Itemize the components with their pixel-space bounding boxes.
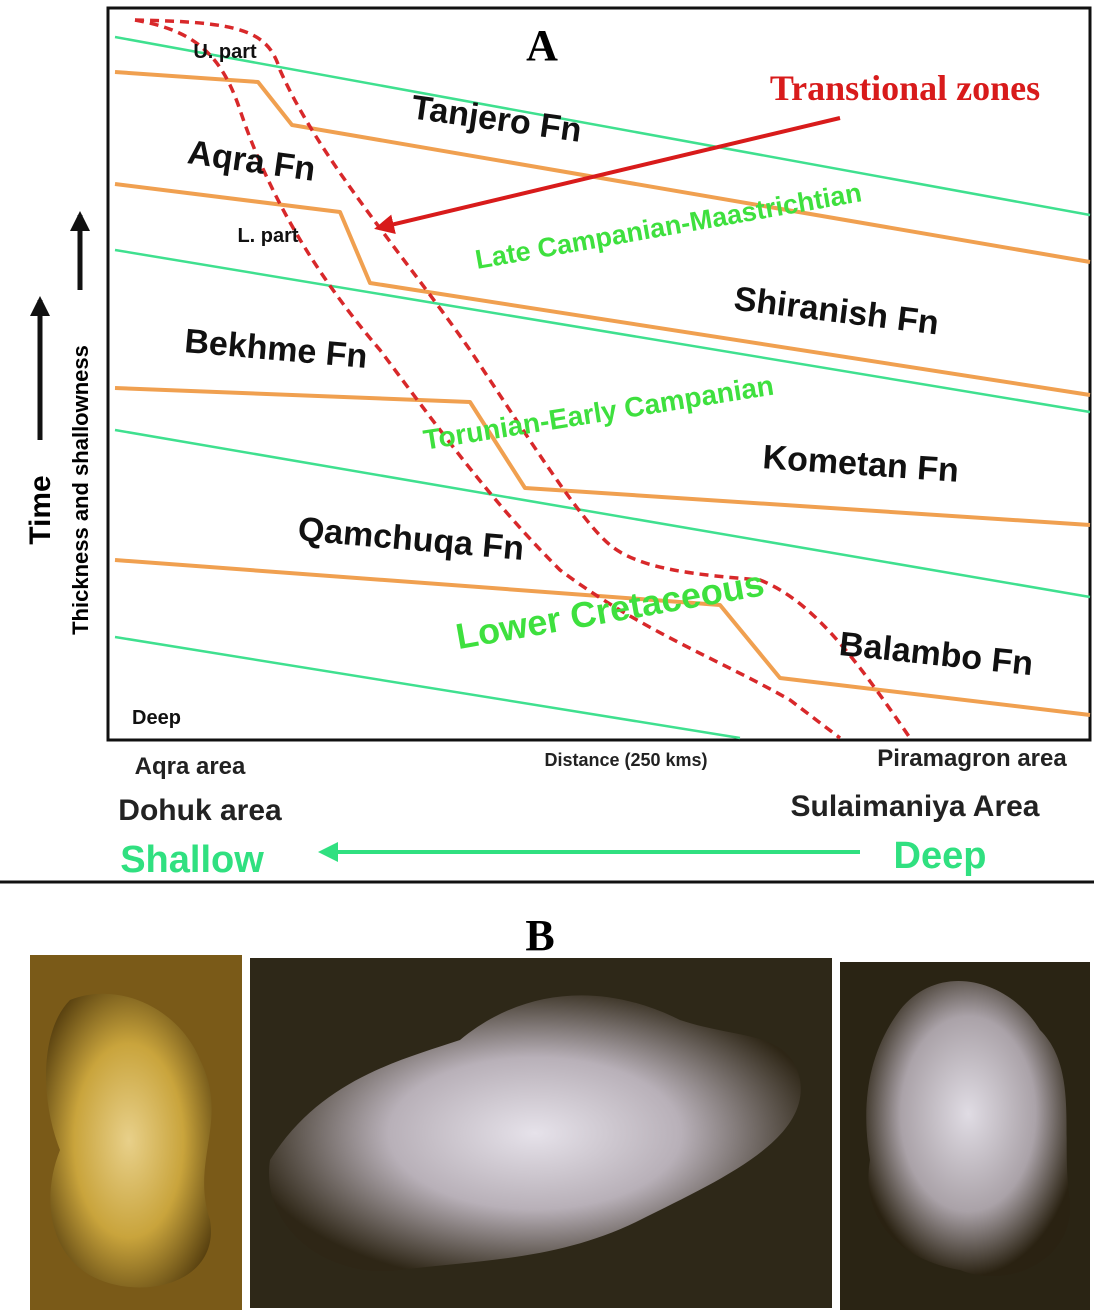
annotation: U. part [193, 41, 257, 63]
corner-label: Deep [132, 707, 181, 729]
shape [134, 18, 912, 739]
shape [114, 70, 1091, 264]
shape [114, 386, 1091, 527]
formation: Tanjero Fn [409, 88, 584, 149]
formation: Shiranish Fn [732, 280, 941, 343]
formation: Qamchuqa Fn [296, 510, 525, 568]
shape [114, 248, 1091, 414]
time-lines [114, 35, 1091, 740]
panel-label: B [525, 911, 554, 960]
transition-zone [134, 18, 912, 740]
axis-label: Time [24, 475, 57, 544]
formation: Balambo Fn [837, 625, 1034, 683]
shape [114, 635, 741, 740]
shape [114, 428, 1091, 599]
formation: Kometan Fn [761, 438, 960, 490]
direction-label: Shallow [120, 839, 264, 881]
shape [866, 981, 1071, 1277]
micrographs [30, 955, 1090, 1310]
age: Lower Cretaceous [453, 562, 767, 657]
area-label: Dohuk area [118, 794, 282, 827]
formation: Aqra Fn [185, 133, 317, 189]
panel-a-frame [106, 6, 1092, 742]
shape [114, 558, 1091, 717]
shape [46, 993, 212, 1288]
area-label: Piramagron area [877, 745, 1067, 772]
annotation: Transtional zones [770, 68, 1040, 108]
shape [134, 18, 842, 740]
area-label: Sulaimaniya Area [790, 790, 1039, 823]
shape [269, 995, 801, 1272]
transition-arrow [374, 116, 841, 235]
formation-boundaries [114, 70, 1091, 717]
shape [114, 182, 1091, 397]
formation: Bekhme Fn [183, 322, 369, 376]
direction-label: Deep [894, 835, 987, 877]
age: Torunian-Early Campanian [421, 370, 776, 456]
panel-label: A [526, 21, 558, 70]
axis-label: Distance (250 kms) [544, 750, 707, 770]
area-label: Aqra area [135, 753, 246, 780]
axis-label: Thickness and shallowness [68, 345, 93, 635]
annotation: L. part [237, 225, 298, 247]
shape [114, 35, 1091, 217]
